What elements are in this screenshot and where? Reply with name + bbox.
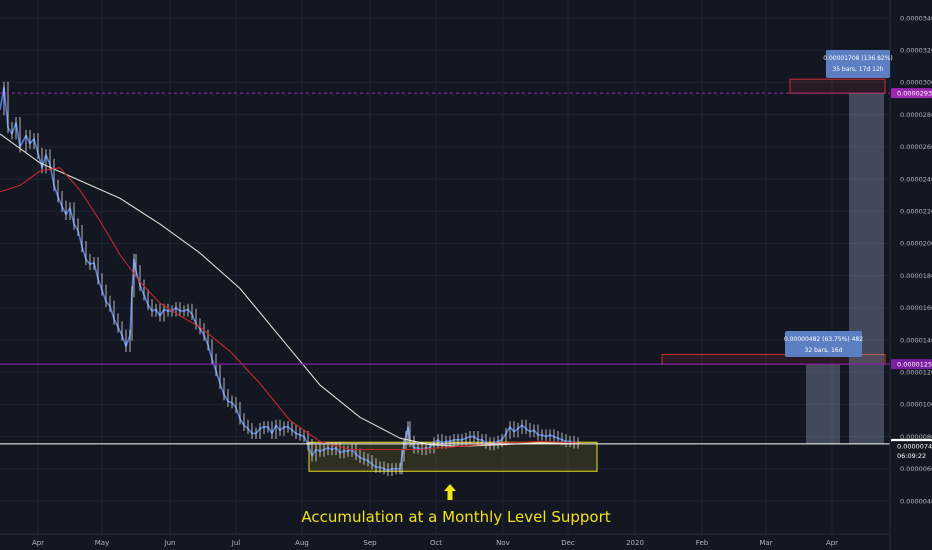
- price-tag-label: 0.00000741: [897, 442, 932, 450]
- y-tick-label: 0.00001800: [900, 272, 932, 280]
- annotation-text: Accumulation at a Monthly Level Support: [301, 508, 610, 526]
- price-tag: [891, 450, 932, 461]
- y-tick-label: 0.00000800: [900, 433, 932, 441]
- y-tick-label: 0.00002800: [900, 111, 932, 119]
- target-zone-upper: [789, 78, 886, 94]
- y-tick-label: 0.00001600: [900, 304, 932, 312]
- x-tick-label: Aug: [295, 539, 309, 547]
- measure-box: [826, 50, 890, 78]
- up-arrow-icon: [444, 484, 456, 500]
- y-tick-label: 0.00003400: [900, 14, 932, 22]
- y-tick-label: 0.00002000: [900, 240, 932, 248]
- x-tick-label: Apr: [826, 539, 838, 547]
- x-tick-label: Apr: [32, 539, 44, 547]
- x-tick-label: Mar: [759, 539, 772, 547]
- price-tag: [891, 88, 932, 99]
- horizontal-lines: [0, 92, 890, 445]
- x-tick-label: Dec: [561, 539, 575, 547]
- y-axis: 0.00003400 0.00003200 0.00003000 0.00002800…: [889, 0, 932, 550]
- x-tick-label: Sep: [363, 539, 377, 547]
- moving-average-line: [0, 167, 579, 451]
- grid: [0, 0, 890, 534]
- y-tick-label: 0.00001200: [900, 369, 932, 377]
- series-layer: [0, 81, 579, 477]
- x-tick-label: Jul: [231, 539, 241, 547]
- y-tick-label: 0.00002200: [900, 208, 932, 216]
- moving-average-line: [0, 133, 578, 447]
- measure-box-line2: 32 bars, 16d: [805, 347, 843, 354]
- measure-box: [785, 331, 862, 357]
- y-tick-label: 0.00003000: [900, 79, 932, 87]
- y-tick-label: 0.00002400: [900, 175, 932, 183]
- x-tick-label: Nov: [496, 539, 510, 547]
- zones: [308, 78, 886, 472]
- measure-box-line2: 35 bars, 17d 12h: [832, 66, 883, 73]
- x-axis: Apr May Jun Jul Aug Sep Oct Nov Dec 2020 Feb Mar Apr: [0, 533, 890, 547]
- x-tick-label: Feb: [696, 539, 709, 547]
- price-tag: [891, 359, 932, 370]
- y-tick-label: 0.00002600: [900, 143, 932, 151]
- price-tag: [891, 441, 932, 452]
- y-tick-label: 0.00000600: [900, 465, 932, 473]
- measure-box-line1: 0.00000482 (63.75%) 482: [784, 336, 863, 343]
- x-tick-label: Oct: [430, 539, 442, 547]
- price-tag-label: 06:09:22: [897, 452, 926, 460]
- x-tick-label: Jun: [164, 539, 176, 547]
- measure-box-line1: 0.00001708 (136.82%): [823, 55, 893, 62]
- y-tick-label: 0.00001000: [900, 401, 932, 409]
- projection-lower: [806, 364, 840, 444]
- projection-upper: [849, 93, 884, 444]
- price-tag-label: 0.00002933: [897, 89, 932, 97]
- y-tick-label: 0.00001400: [900, 336, 932, 344]
- x-tick-label: 2020: [626, 539, 644, 547]
- price-tags: 0.000029330.000012500.000007550.00000741…: [891, 88, 932, 461]
- y-tick-label: 0.00000400: [900, 497, 932, 505]
- x-tick-label: May: [95, 539, 109, 547]
- y-tick-label: 0.00003200: [900, 47, 932, 55]
- measure-boxes: 0.00001708 (136.82%) 35 bars, 17d 12h 0.00…: [784, 50, 893, 357]
